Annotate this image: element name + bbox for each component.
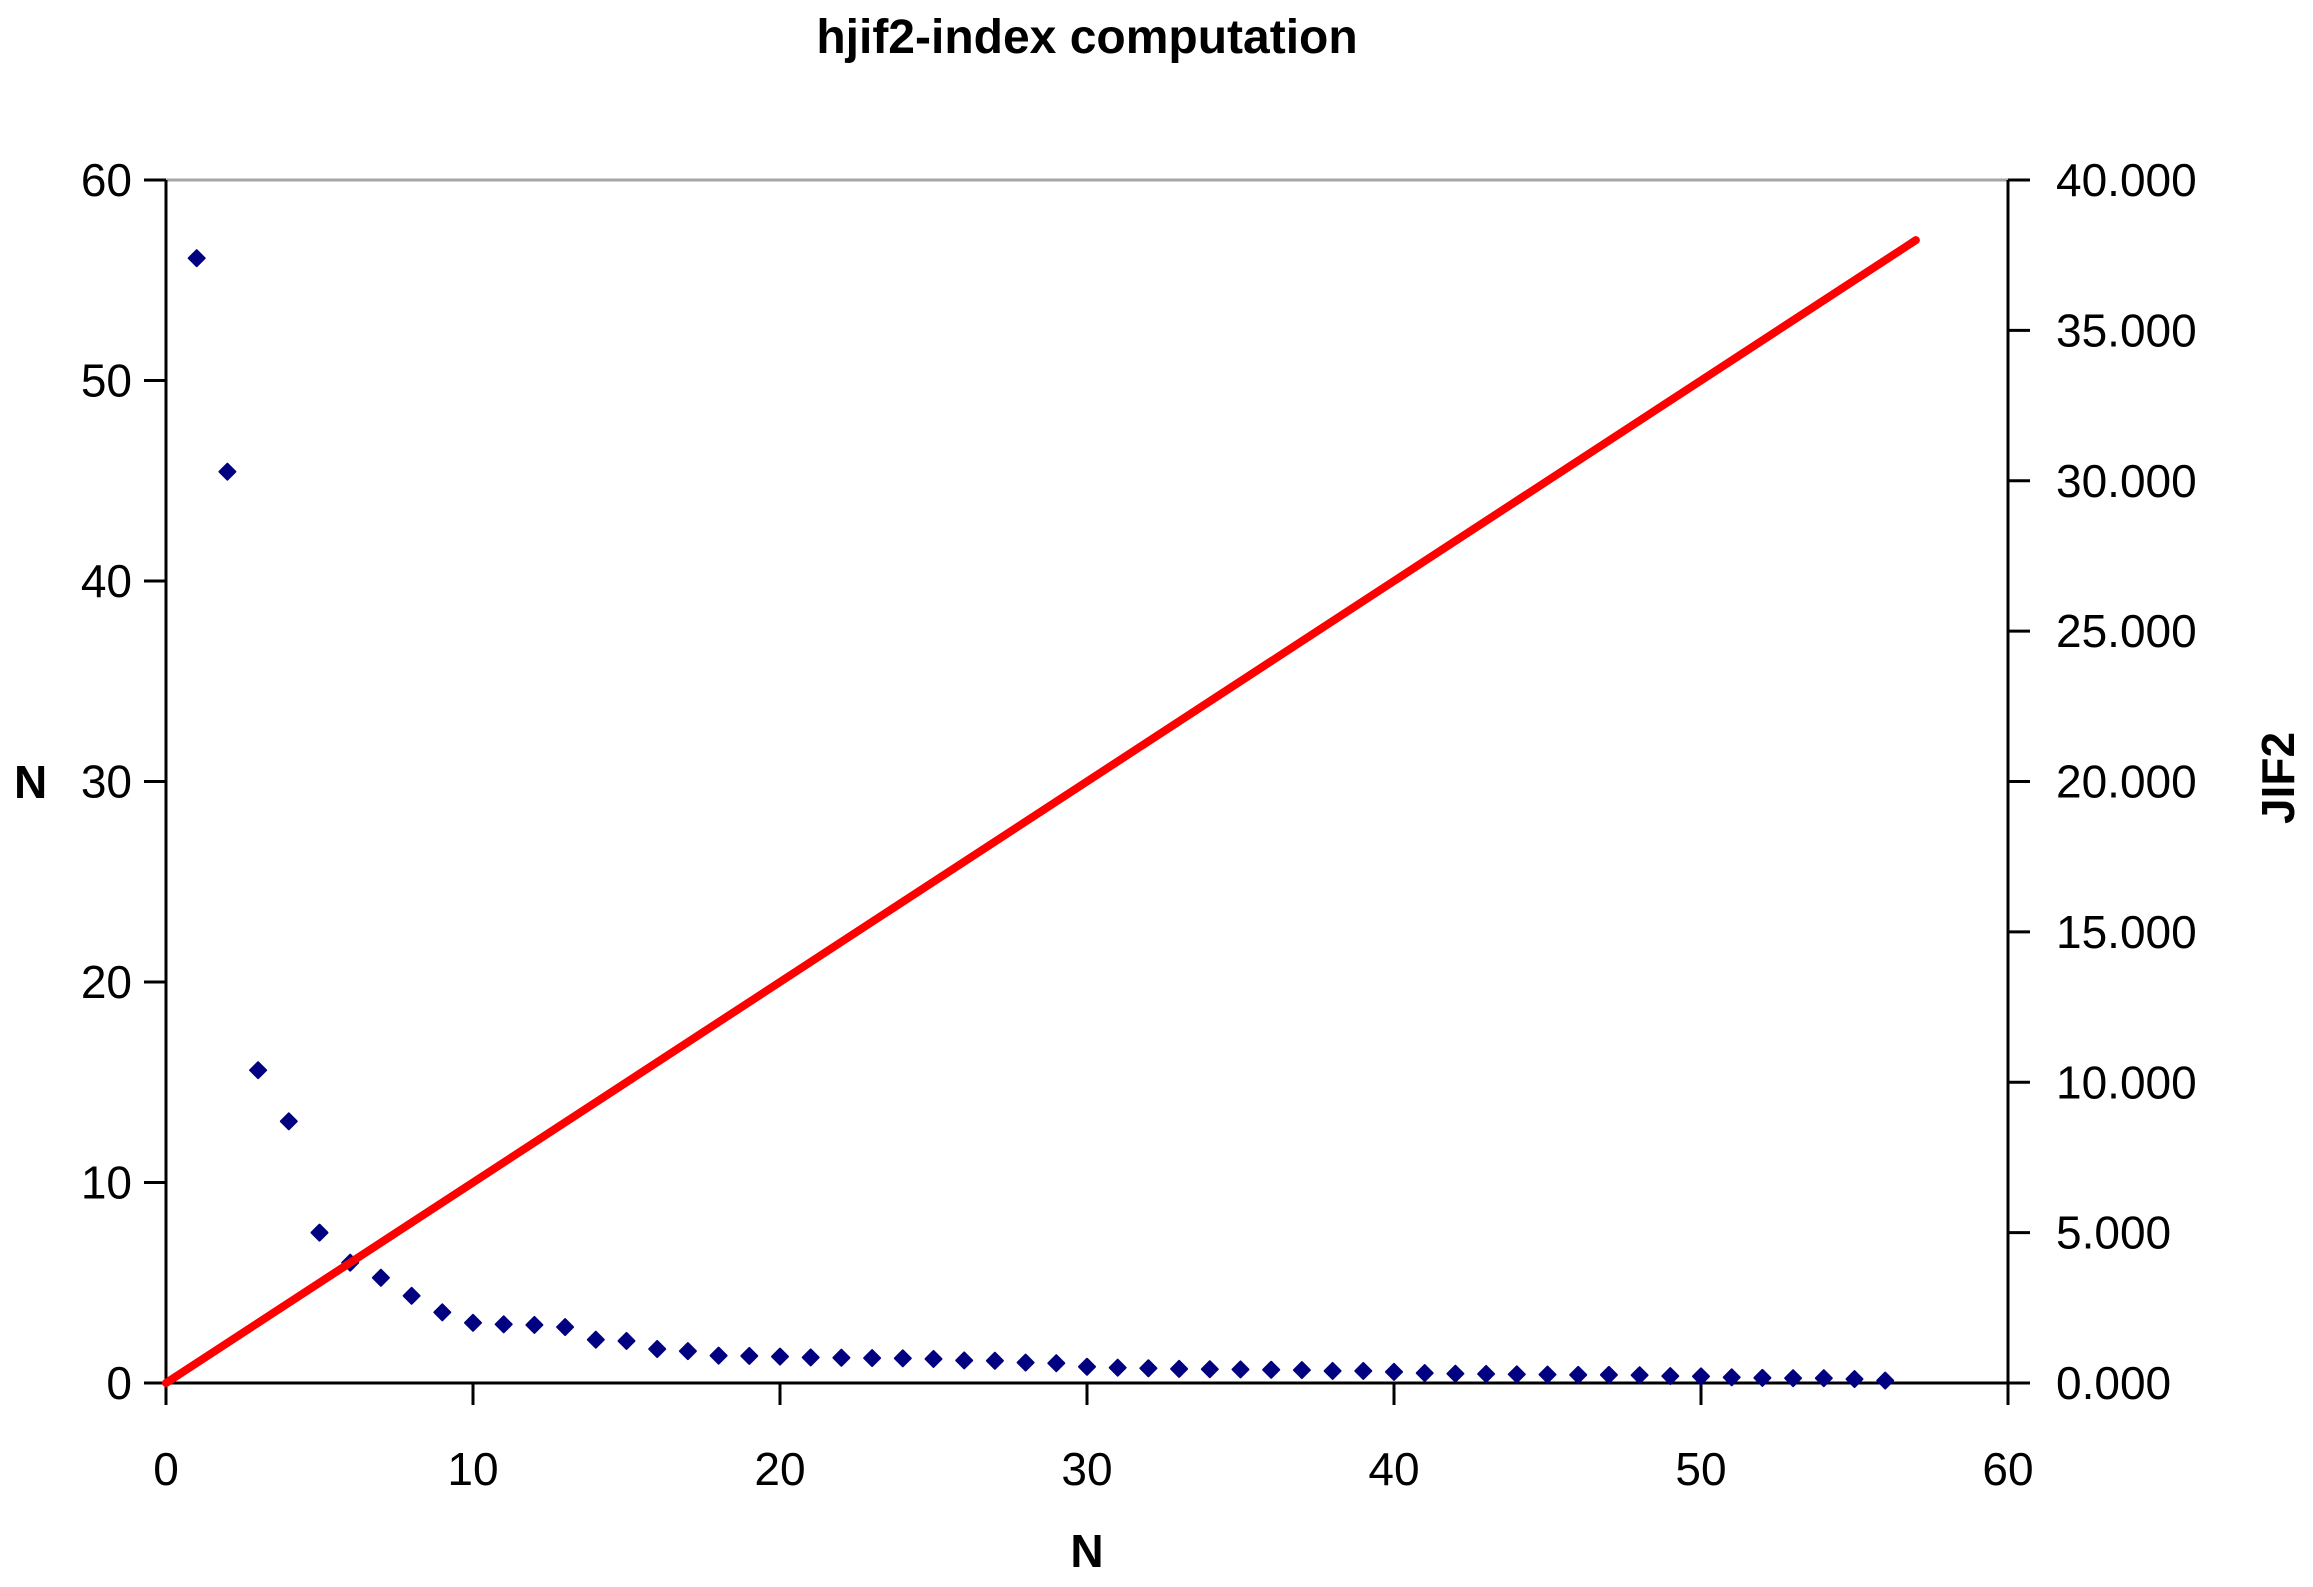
scatter-point (678, 1342, 697, 1361)
scatter-point (1354, 1361, 1373, 1380)
right-axis-tick-label: 35.000 (2056, 304, 2197, 356)
left-axis-tick-label: 60 (81, 154, 132, 206)
x-axis-title: N (1070, 1525, 1104, 1577)
scatter-point (586, 1330, 605, 1349)
right-axis-tick-label: 10.000 (2056, 1056, 2197, 1108)
left-axis-tick-label: 50 (81, 355, 132, 407)
scatter-point (249, 1061, 268, 1080)
x-axis-tick-label: 0 (153, 1443, 179, 1495)
left-y-axis-title: N (14, 756, 48, 808)
scatter-point (1415, 1364, 1434, 1383)
scatter-point (556, 1318, 575, 1337)
scatter-point (648, 1340, 667, 1359)
scatter-point (709, 1346, 728, 1365)
scatter-point (924, 1349, 943, 1368)
identity-line (162, 236, 1920, 1387)
scatter-point (740, 1346, 759, 1365)
scatter-point (218, 462, 237, 481)
left-axis-tick-label: 20 (81, 956, 132, 1008)
scatter-point (1385, 1362, 1403, 1381)
scatter-point (1692, 1367, 1710, 1386)
scatter-point (1538, 1365, 1557, 1384)
x-axis-tick-label: 50 (1675, 1443, 1726, 1495)
left-axis-tick-label: 40 (81, 555, 132, 607)
scatter-point (1569, 1365, 1588, 1384)
right-y-axis-title: JIF2 (2252, 731, 2304, 825)
scatter-point (832, 1348, 851, 1367)
scatter-point (1599, 1365, 1618, 1384)
chart-title: hjif2-index computation (816, 11, 1358, 64)
right-axis-tick-label: 20.000 (2056, 756, 2197, 808)
scatter-point (1200, 1360, 1219, 1379)
scatter-point (1784, 1369, 1803, 1388)
scatter-point (279, 1112, 298, 1131)
scatter-point (1292, 1361, 1311, 1380)
scatter-point (464, 1313, 482, 1332)
scatter-point (1262, 1360, 1281, 1379)
scatter-point (1876, 1371, 1895, 1390)
scatter-point (371, 1268, 390, 1287)
scatter-point (1477, 1364, 1496, 1383)
x-axis-tick-label: 40 (1368, 1443, 1419, 1495)
scatter-point (1016, 1353, 1035, 1372)
scatter-point (1845, 1370, 1864, 1389)
scatter-point (525, 1315, 544, 1334)
right-axis-tick-label: 30.000 (2056, 455, 2197, 507)
scatter-point (985, 1351, 1004, 1370)
scatter-point (1047, 1354, 1066, 1373)
scatter-point (771, 1347, 789, 1366)
x-axis-tick-label: 10 (447, 1443, 498, 1495)
scatter-point (1108, 1358, 1127, 1377)
right-axis-tick-label: 0.000 (2056, 1357, 2171, 1409)
scatter-point (310, 1223, 329, 1242)
scatter-point (494, 1315, 513, 1334)
scatter-point (1078, 1357, 1096, 1376)
scatter-point (1753, 1368, 1772, 1387)
scatter-point (955, 1351, 974, 1370)
scatter-point (1630, 1366, 1649, 1385)
scatter-point (1139, 1359, 1158, 1378)
scatter-point (1170, 1359, 1189, 1378)
scatter-point (402, 1286, 421, 1305)
scatter-point (1507, 1365, 1526, 1384)
scatter-point (617, 1331, 636, 1350)
scatter-point (1661, 1367, 1680, 1386)
right-axis-tick-label: 5.000 (2056, 1207, 2171, 1259)
scatter-point (893, 1349, 912, 1368)
scatter-point (1323, 1361, 1342, 1380)
right-axis-tick-label: 40.000 (2056, 154, 2197, 206)
right-axis-tick-label: 15.000 (2056, 906, 2197, 958)
left-axis-tick-label: 30 (81, 756, 132, 808)
scatter-point (801, 1348, 820, 1367)
x-axis-tick-label: 30 (1061, 1443, 1112, 1495)
left-axis-tick-label: 10 (81, 1157, 132, 1209)
x-axis-tick-label: 60 (1982, 1443, 2033, 1495)
x-axis-tick-label: 20 (754, 1443, 805, 1495)
left-axis-tick-label: 0 (106, 1357, 132, 1409)
scatter-point (1231, 1360, 1250, 1379)
scatter-point (433, 1303, 452, 1322)
scatter-point (1722, 1368, 1741, 1387)
scatter-point (187, 249, 206, 268)
scatter-point (1446, 1364, 1465, 1383)
scatter-point (863, 1349, 882, 1368)
right-axis-tick-label: 25.000 (2056, 605, 2197, 657)
scatter-point (1814, 1369, 1833, 1388)
